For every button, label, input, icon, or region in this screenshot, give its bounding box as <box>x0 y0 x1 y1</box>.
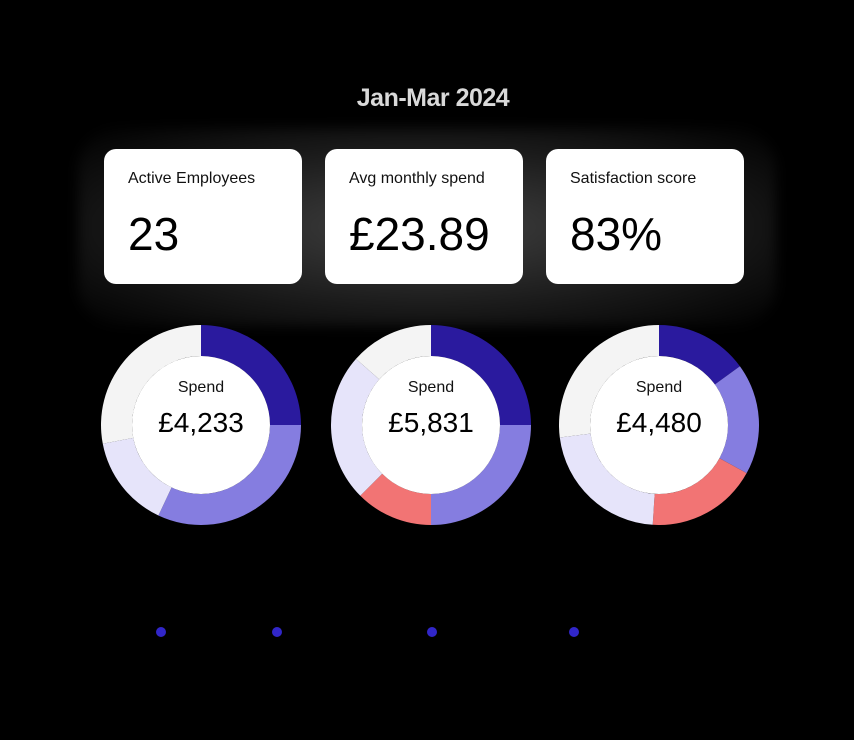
donut-segment-dark <box>431 325 531 425</box>
donut-hole <box>590 356 728 494</box>
legend-dot <box>156 627 166 637</box>
card-value: £23.89 <box>349 208 490 260</box>
card-satisfaction-score: Satisfaction score 83% <box>546 149 744 284</box>
donut-svg <box>331 325 531 525</box>
donut-chart-1: Spend £4,233 <box>101 325 301 525</box>
donut-segment-lavender <box>102 437 172 516</box>
legend-dot <box>569 627 579 637</box>
donut-svg <box>101 325 301 525</box>
donut-segment-coral <box>652 458 747 525</box>
donut-label: Spend <box>407 379 455 396</box>
donut-segment-medium <box>714 366 759 474</box>
card-value: 23 <box>128 208 180 260</box>
card-label: Avg monthly spend <box>349 170 485 187</box>
donut-segment-lavender <box>331 358 383 496</box>
donut-segment-grey <box>559 325 659 438</box>
donut-segment-lavender <box>559 433 655 525</box>
card-active-employees: Active Employees 23 <box>104 149 302 284</box>
donut-segment-dark <box>659 325 740 385</box>
donut-segment-grey <box>355 325 431 380</box>
donut-label: Spend <box>177 379 225 396</box>
donut-segment-medium <box>158 425 301 525</box>
donut-segment-dark <box>201 325 301 425</box>
donut-value: £4,233 <box>158 407 244 438</box>
donut-segment-medium <box>431 425 531 525</box>
legend-dot <box>427 627 437 637</box>
donut-chart-2: Spend £5,831 <box>331 325 531 525</box>
donut-segment-coral <box>360 473 431 525</box>
donut-label: Spend <box>635 379 683 396</box>
legend-dot <box>272 627 282 637</box>
donut-segment-grey <box>101 325 201 444</box>
card-label: Active Employees <box>128 170 256 187</box>
donut-svg <box>559 325 759 525</box>
donut-hole <box>132 356 270 494</box>
period-title: Jan-Mar 2024 <box>356 84 510 112</box>
donut-hole <box>362 356 500 494</box>
donut-value: £4,480 <box>616 407 702 438</box>
donut-chart-3: Spend £4,480 <box>559 325 759 525</box>
card-avg-monthly-spend: Avg monthly spend £23.89 <box>325 149 523 284</box>
card-value: 83% <box>570 208 663 260</box>
card-label: Satisfaction score <box>570 170 697 187</box>
donut-value: £5,831 <box>388 407 474 438</box>
